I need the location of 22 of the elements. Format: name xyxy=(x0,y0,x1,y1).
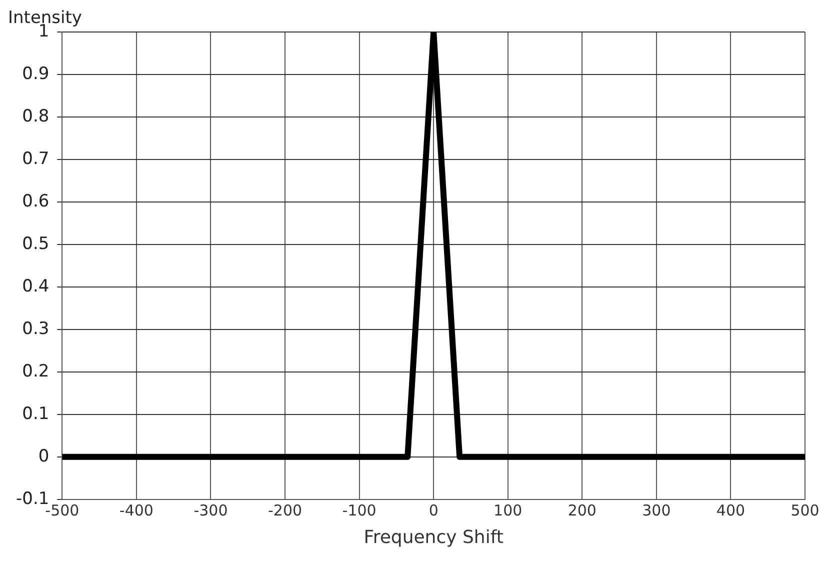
y-tick-label: 0.5 xyxy=(22,234,50,254)
x-tick-label: -100 xyxy=(342,501,376,520)
y-tick-label: 0.3 xyxy=(22,318,50,339)
x-tick-label: -300 xyxy=(194,501,228,520)
y-tick-label: 0.2 xyxy=(22,361,50,382)
y-tick-label: 0.1 xyxy=(22,404,50,424)
x-axis-title: Frequency Shift xyxy=(364,526,504,548)
x-tick-label: 100 xyxy=(494,501,522,520)
y-tick-label: 0.6 xyxy=(22,191,50,212)
y-tick-label: 0.9 xyxy=(22,64,50,84)
y-tick-label: 0 xyxy=(38,446,50,466)
y-tick-label: 0.4 xyxy=(22,276,50,296)
x-tick-label: -200 xyxy=(268,501,302,520)
x-tick-label: 0 xyxy=(428,501,438,520)
y-tick-label: 0.7 xyxy=(22,148,50,169)
x-tick-label: 300 xyxy=(642,501,671,520)
x-tick-label: 400 xyxy=(716,501,746,520)
y-axis-title: Intensity xyxy=(8,8,82,28)
x-tick-label: -400 xyxy=(119,501,154,520)
x-tick-label: 500 xyxy=(790,501,820,520)
x-tick-label: 200 xyxy=(568,501,596,520)
y-tick-label: 0.8 xyxy=(22,106,50,126)
